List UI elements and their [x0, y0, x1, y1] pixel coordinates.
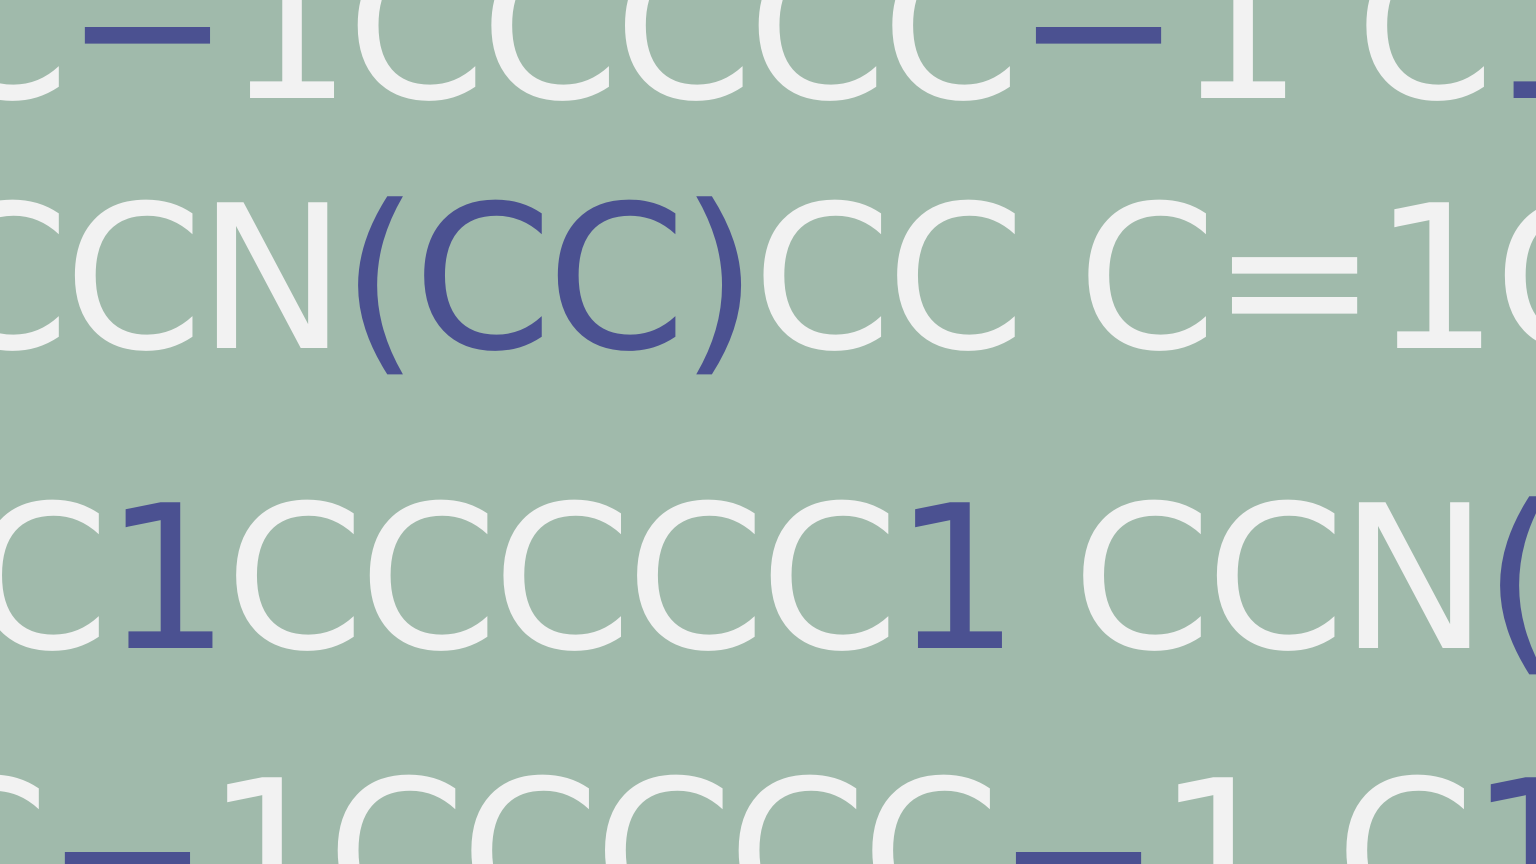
smiles-text-segment: C [0, 738, 50, 864]
smiles-highlight-segment: − [63, 0, 232, 146]
smiles-highlight-segment: ( [1483, 463, 1536, 696]
smiles-text-segment: C [0, 0, 70, 146]
smiles-text-segment: 1 C [1156, 738, 1474, 864]
smiles-text-segment: 1CCCCC [225, 0, 1020, 146]
smiles-text-segment: CCN [1014, 463, 1489, 696]
smiles-text-segment: 1 C [1176, 0, 1494, 146]
smiles-text-segment: CCCCC [224, 463, 899, 696]
smiles-highlight-segment: 1 [1468, 738, 1536, 864]
smiles-row-2: CCN(CC)CC C=1C [0, 180, 1536, 380]
smiles-text-segment: 1CCCCC [205, 738, 1000, 864]
smiles-highlight-segment: 1 [1489, 0, 1536, 146]
smiles-highlight-segment: 1 [103, 463, 231, 696]
smiles-row-4: C−1CCCCC−1 C1C [0, 755, 1536, 864]
smiles-highlight-segment: − [994, 738, 1163, 864]
smiles-text-segment: C [0, 463, 110, 696]
smiles-highlight-segment: − [43, 738, 212, 864]
smiles-highlight-segment: 1 [893, 463, 1020, 696]
smiles-row-3: C1CCCCC1 CCN( [0, 480, 1536, 680]
smiles-text-segment: CCN [0, 163, 347, 396]
smiles-text-segment: CC C=1C [752, 163, 1536, 396]
smiles-highlight-segment: (CC) [340, 163, 758, 396]
smiles-highlight-segment: − [1014, 0, 1183, 146]
smiles-row-1: C−1CCCCC−1 C1C [0, 0, 1536, 130]
